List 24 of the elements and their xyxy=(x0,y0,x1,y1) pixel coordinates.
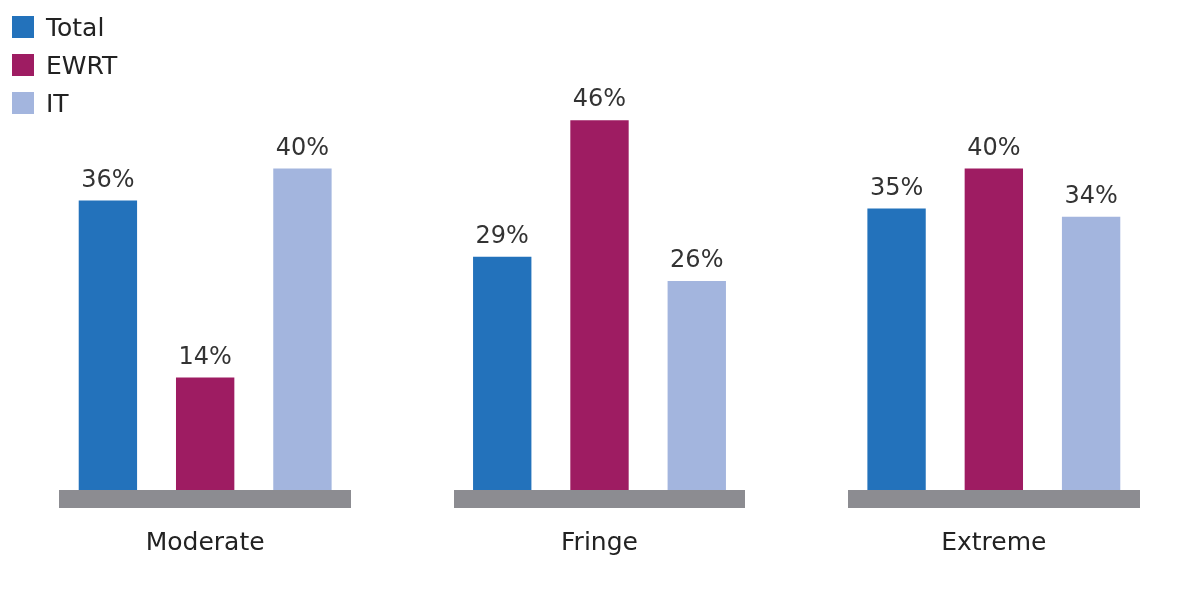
legend-label: EWRT xyxy=(46,50,118,80)
bar xyxy=(667,280,726,490)
data-label: 26% xyxy=(670,245,724,274)
legend-label: Total xyxy=(46,12,105,42)
data-label: 36% xyxy=(81,164,135,193)
bar xyxy=(570,120,629,490)
bar xyxy=(964,168,1024,490)
bar xyxy=(473,256,532,490)
bar xyxy=(867,208,926,490)
bar xyxy=(273,168,332,490)
data-label: 29% xyxy=(475,221,529,250)
bar xyxy=(78,200,138,490)
x-tick-label: Extreme xyxy=(941,526,1047,556)
x-tick-label: Moderate xyxy=(145,526,265,556)
data-label: 40% xyxy=(275,132,330,161)
data-label: 34% xyxy=(1064,180,1118,209)
data-label: 35% xyxy=(869,172,924,201)
data-label: 46% xyxy=(572,84,627,113)
x-tick-label: Fringe xyxy=(561,526,638,556)
data-label: 14% xyxy=(178,341,232,370)
data-label: 40% xyxy=(967,132,1021,161)
legend-label: IT xyxy=(46,88,69,118)
bar xyxy=(1061,216,1121,490)
bar xyxy=(175,377,235,490)
